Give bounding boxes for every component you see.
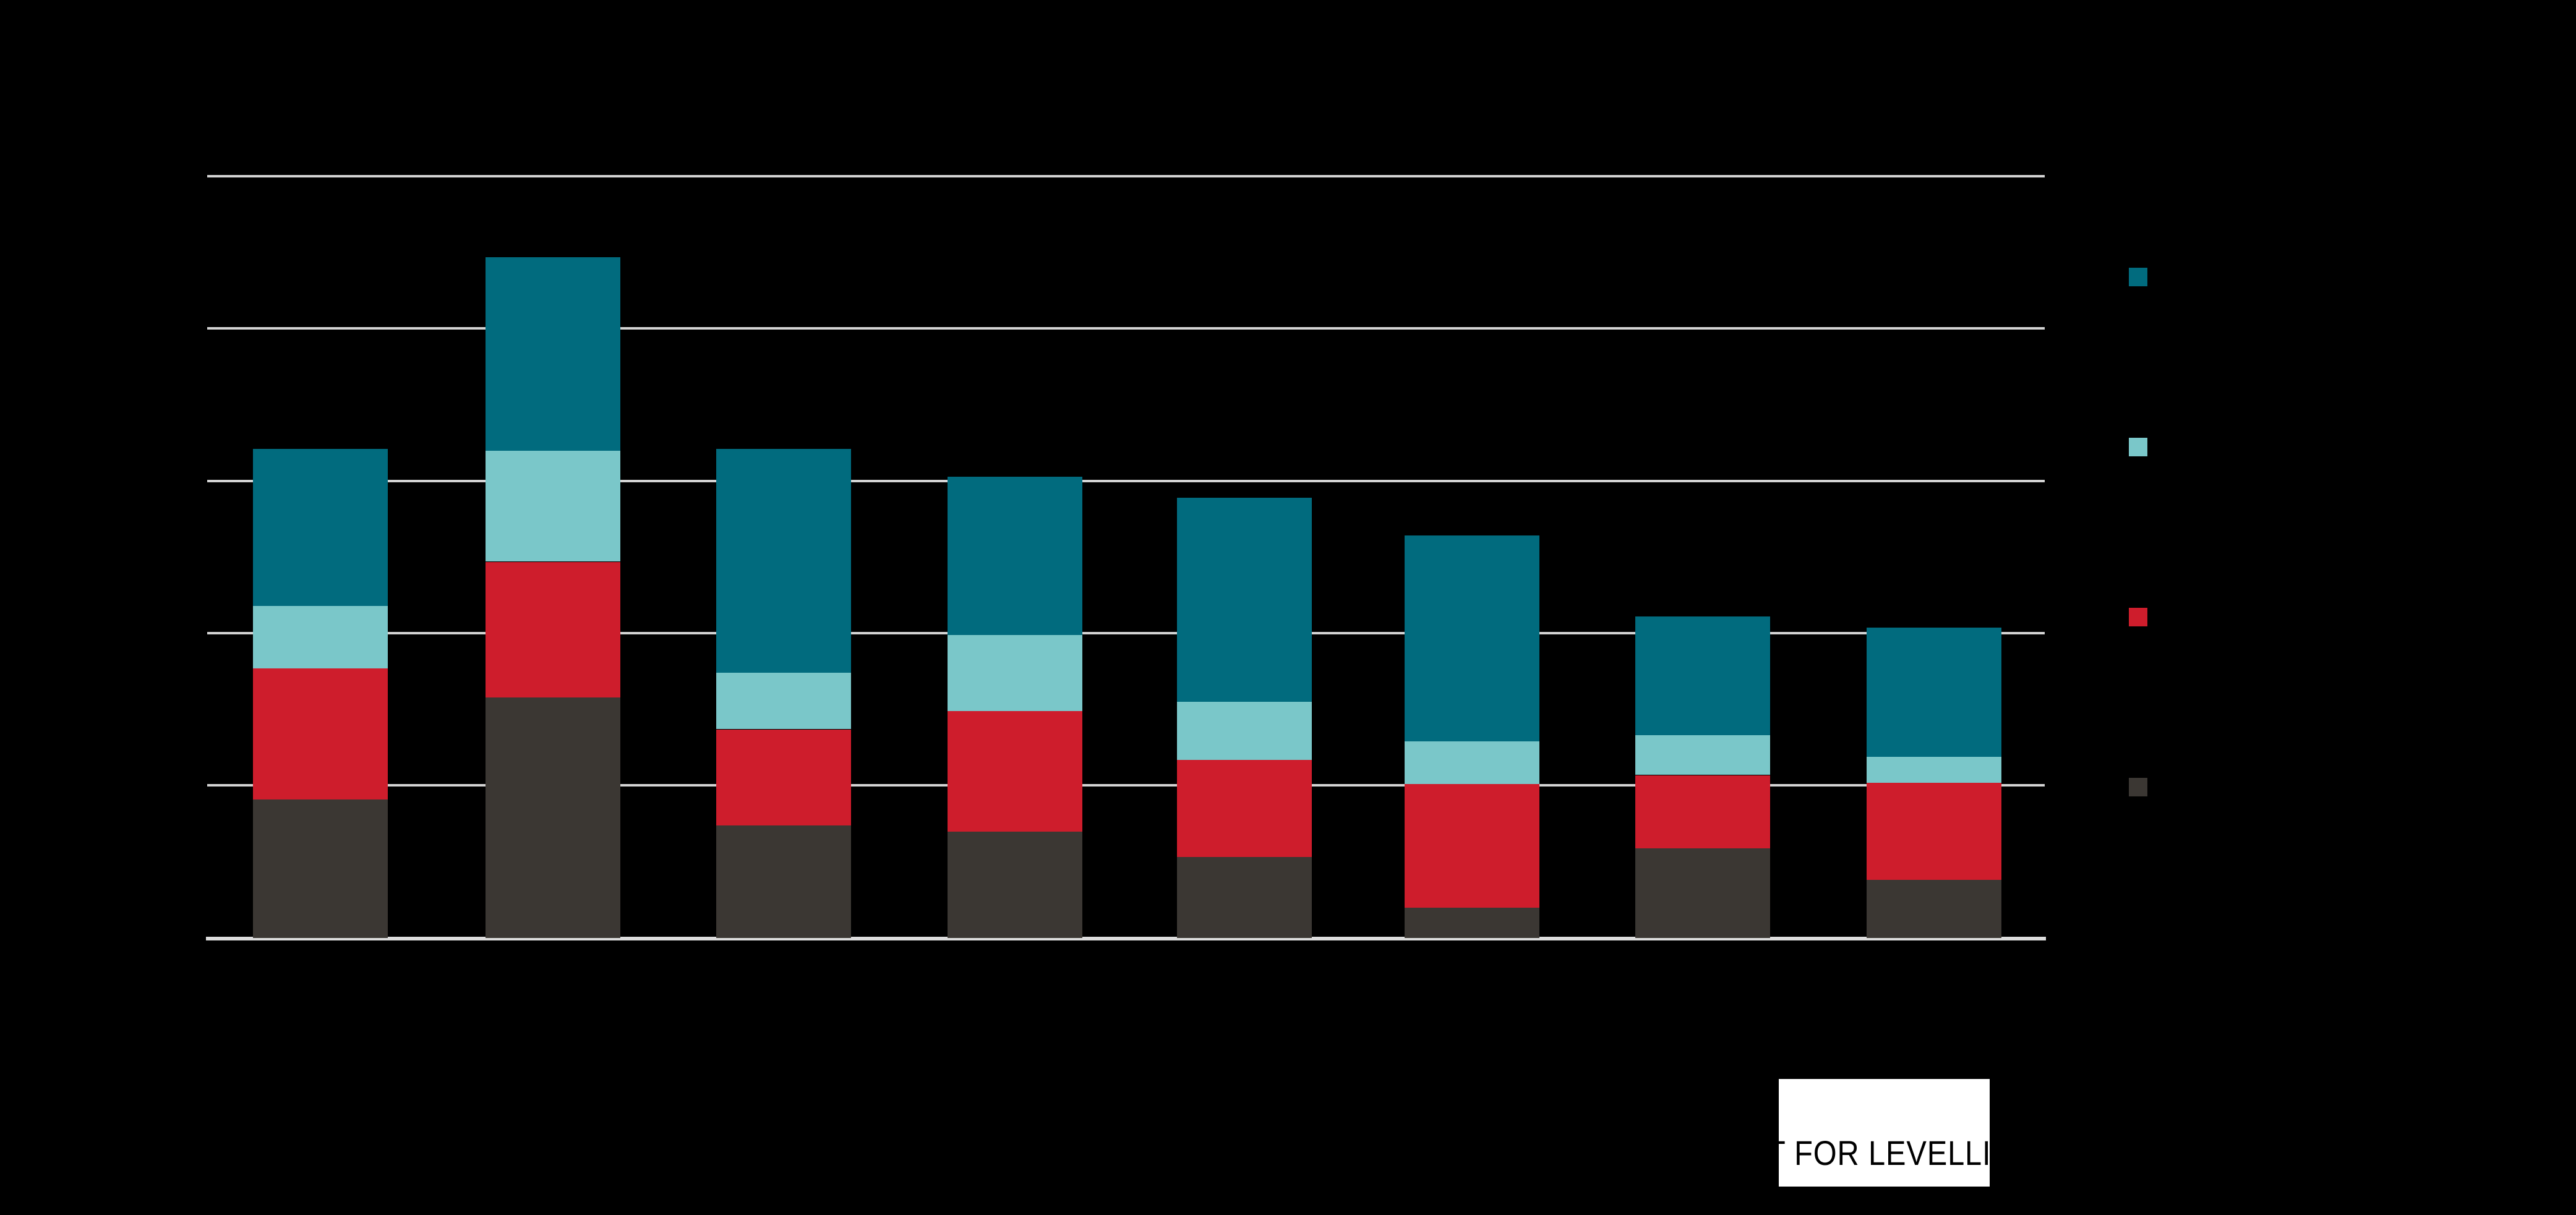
bar-segment-light-teal xyxy=(948,635,1082,711)
gridline-4 xyxy=(207,632,2045,634)
bar-segment-dark-grey xyxy=(716,825,851,938)
bar-segment-light-teal xyxy=(253,606,388,668)
x-axis-line xyxy=(206,937,2046,940)
bar-segment-light-teal xyxy=(716,673,851,729)
bar-segment-dark-grey xyxy=(1405,908,1539,938)
bar-segment-light-teal xyxy=(1405,741,1539,784)
gridline-5 xyxy=(207,784,2045,787)
bar-segment-dark-teal xyxy=(1635,616,1770,735)
legend-swatch-red xyxy=(2129,608,2147,626)
source-text-fragment: T FOR LEVELLI xyxy=(1779,1133,1990,1172)
source-highlight-box: T FOR LEVELLI xyxy=(1779,1079,1990,1187)
bar-stack-1 xyxy=(253,449,388,938)
gridline-3 xyxy=(207,480,2045,482)
bar-stack-8 xyxy=(1867,627,2001,938)
bar-segment-dark-grey xyxy=(1635,848,1770,938)
bar-segment-red xyxy=(1867,782,2001,880)
bar-segment-red xyxy=(1635,775,1770,848)
bar-segment-dark-teal xyxy=(948,477,1082,635)
legend-swatch-dark-grey xyxy=(2129,778,2147,796)
bar-segment-red xyxy=(1405,784,1539,908)
bar-stack-2 xyxy=(486,257,620,938)
bar-segment-dark-teal xyxy=(1867,628,2001,757)
gridline-1 xyxy=(207,175,2045,177)
bar-segment-dark-teal xyxy=(1177,498,1312,702)
gridline-2 xyxy=(207,327,2045,330)
bar-segment-red xyxy=(948,711,1082,832)
bar-segment-light-teal xyxy=(486,450,620,561)
legend-swatch-dark-teal xyxy=(2129,268,2147,286)
bar-stack-7 xyxy=(1635,616,1770,938)
legend-swatch-light-teal xyxy=(2129,438,2147,456)
bar-segment-dark-teal xyxy=(716,449,851,673)
bar-segment-dark-teal xyxy=(253,449,388,606)
bar-stack-4 xyxy=(948,476,1082,938)
bar-segment-dark-grey xyxy=(1867,880,2001,938)
bar-segment-dark-grey xyxy=(486,697,620,938)
bar-segment-dark-grey xyxy=(948,832,1082,938)
bar-segment-dark-grey xyxy=(1177,857,1312,938)
bar-segment-light-teal xyxy=(1635,735,1770,775)
bar-segment-red xyxy=(253,668,388,799)
bar-segment-light-teal xyxy=(1867,757,2001,783)
bar-segment-light-teal xyxy=(1177,702,1312,760)
bar-segment-dark-teal xyxy=(486,257,620,451)
bar-stack-6 xyxy=(1405,535,1539,938)
bar-segment-dark-teal xyxy=(1405,535,1539,741)
bar-segment-red xyxy=(716,730,851,825)
bar-stack-3 xyxy=(716,449,851,938)
bar-segment-red xyxy=(486,562,620,697)
bar-segment-dark-grey xyxy=(253,799,388,938)
bar-segment-red xyxy=(1177,759,1312,857)
bar-stack-5 xyxy=(1177,498,1312,938)
